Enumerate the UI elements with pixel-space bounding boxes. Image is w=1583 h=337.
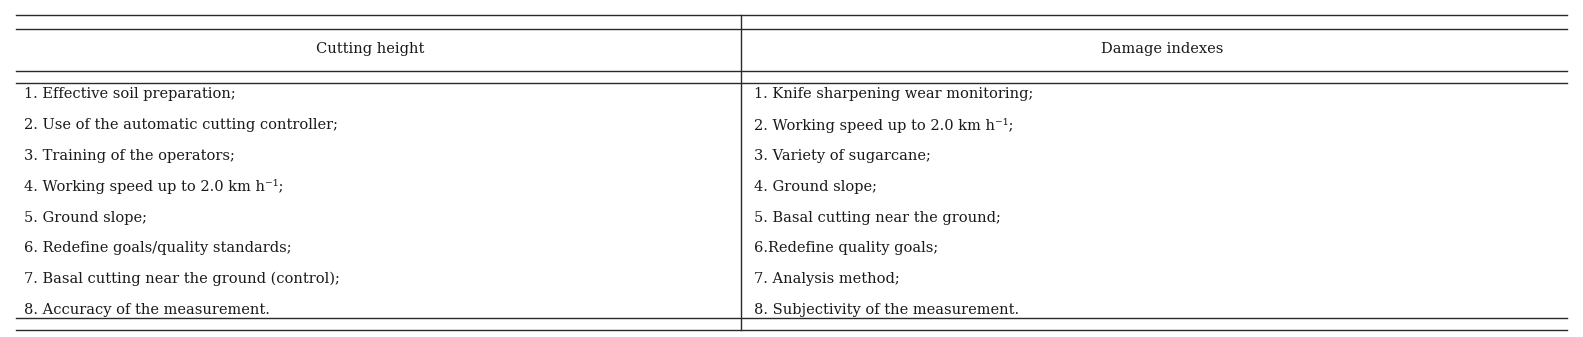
Text: 3. Training of the operators;: 3. Training of the operators; — [24, 149, 234, 163]
Text: 8. Accuracy of the measurement.: 8. Accuracy of the measurement. — [24, 303, 269, 317]
Text: Damage indexes: Damage indexes — [1100, 42, 1224, 56]
Text: 3. Variety of sugarcane;: 3. Variety of sugarcane; — [754, 149, 931, 163]
Text: 8. Subjectivity of the measurement.: 8. Subjectivity of the measurement. — [754, 303, 1018, 317]
Text: 7. Basal cutting near the ground (control);: 7. Basal cutting near the ground (contro… — [24, 272, 340, 286]
Text: 2. Working speed up to 2.0 km h⁻¹;: 2. Working speed up to 2.0 km h⁻¹; — [754, 118, 1013, 133]
Text: 1. Knife sharpening wear monitoring;: 1. Knife sharpening wear monitoring; — [754, 87, 1032, 101]
Text: 4. Working speed up to 2.0 km h⁻¹;: 4. Working speed up to 2.0 km h⁻¹; — [24, 179, 283, 194]
Text: 2. Use of the automatic cutting controller;: 2. Use of the automatic cutting controll… — [24, 118, 337, 132]
Text: 5. Basal cutting near the ground;: 5. Basal cutting near the ground; — [754, 211, 1000, 224]
Text: Cutting height: Cutting height — [317, 42, 424, 56]
Text: 4. Ground slope;: 4. Ground slope; — [754, 180, 877, 194]
Text: 5. Ground slope;: 5. Ground slope; — [24, 211, 147, 224]
Text: 1. Effective soil preparation;: 1. Effective soil preparation; — [24, 87, 236, 101]
Text: 6.Redefine quality goals;: 6.Redefine quality goals; — [754, 241, 937, 255]
Text: 6. Redefine goals/quality standards;: 6. Redefine goals/quality standards; — [24, 241, 291, 255]
Text: 7. Analysis method;: 7. Analysis method; — [754, 272, 899, 286]
